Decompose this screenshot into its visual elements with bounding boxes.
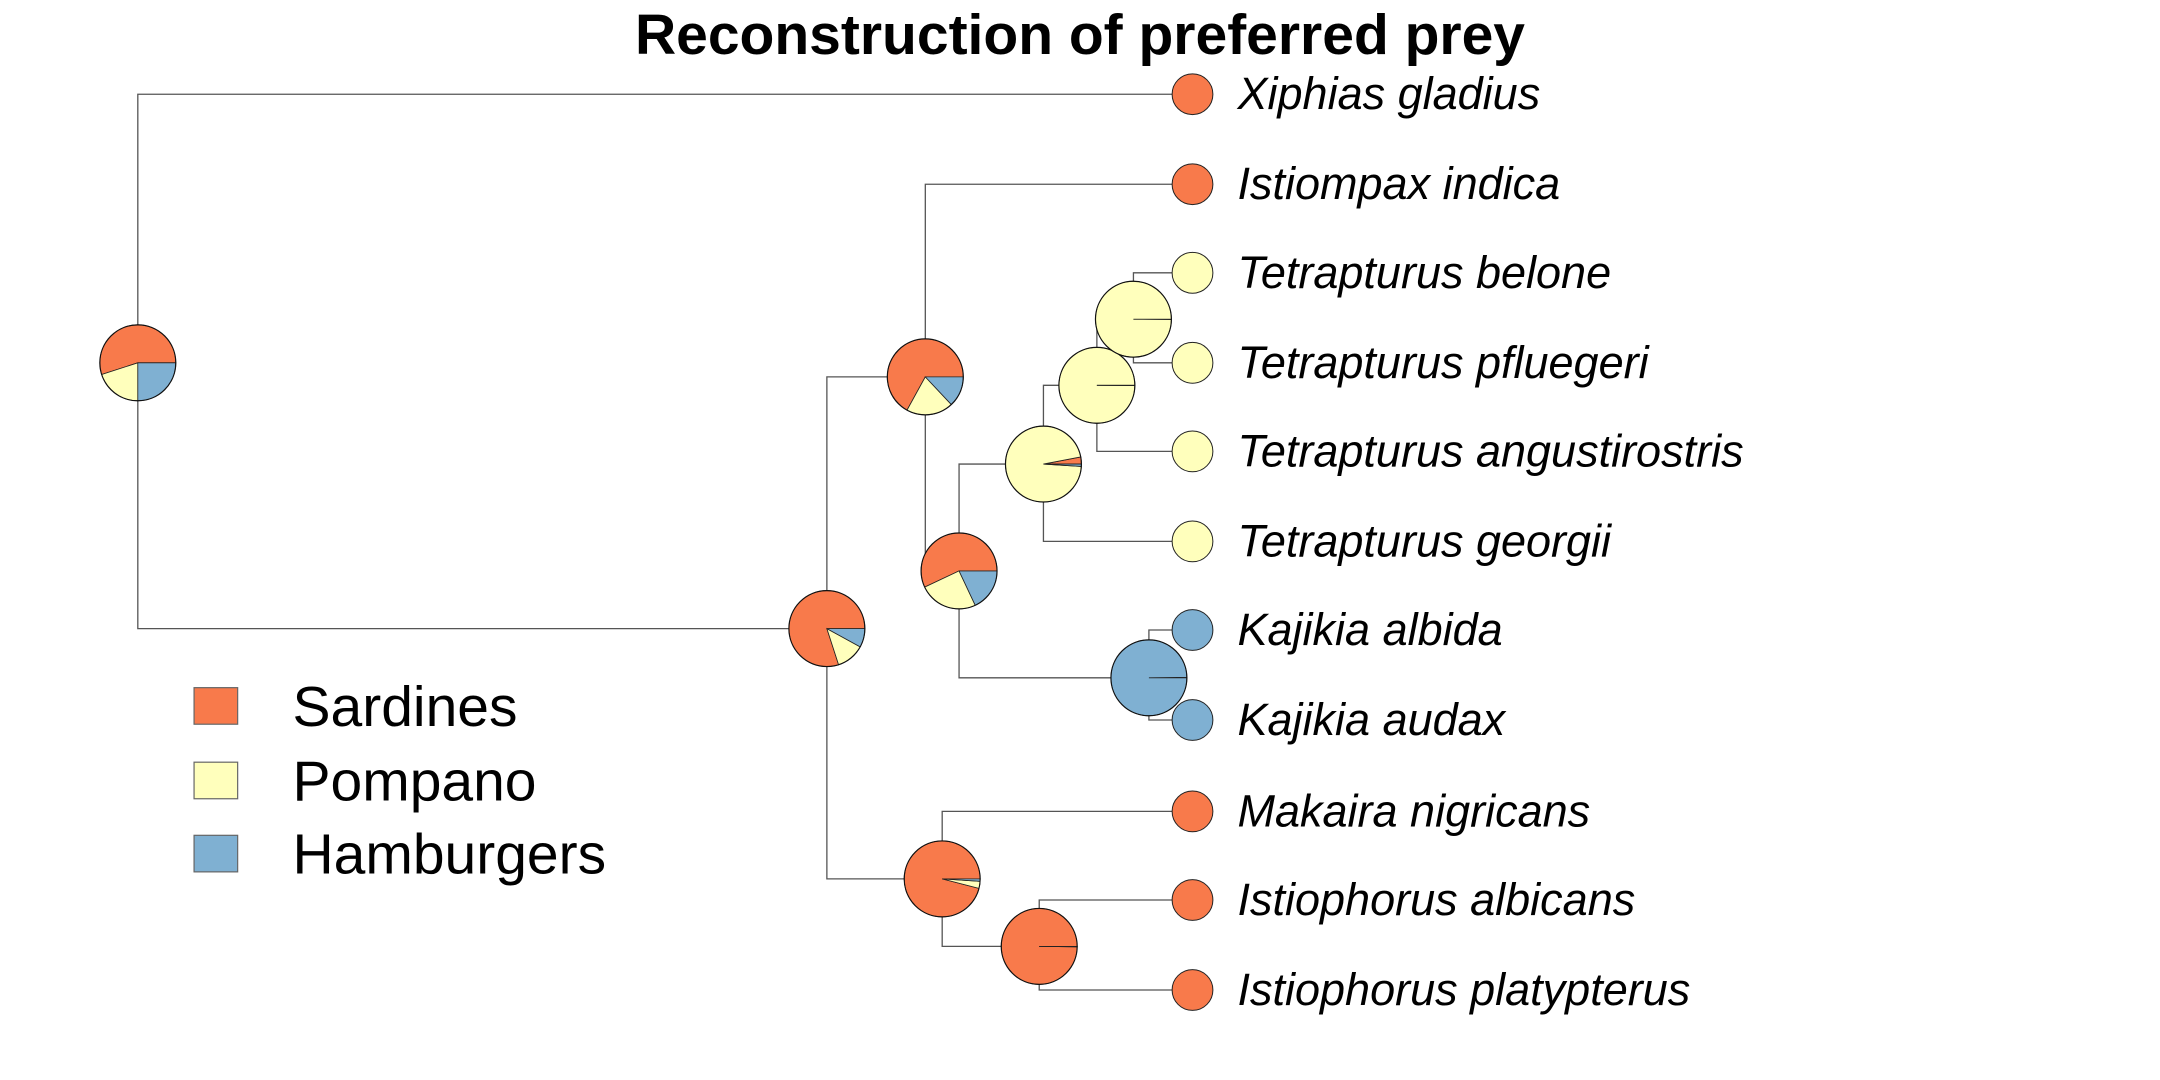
pie-outline [1004,425,1083,503]
pie-outline [903,840,981,918]
pie-outline [1058,346,1136,424]
node-pie-n_tetra [1004,425,1083,503]
node-pie-n_lower [903,840,981,918]
tip-state-marker [1171,73,1214,116]
node-pie-n_kajikia [1110,639,1188,717]
tip-label: Tetrapturus angustirostris [1238,425,1744,476]
pie-outline [920,532,998,610]
tip-state-marker [1171,790,1214,833]
tip-label: Tetrapturus belone [1238,247,1612,298]
pie-outline [886,338,964,416]
tip-state-marker [1171,699,1214,741]
tip-label: Xiphias gladius [1237,68,1541,119]
tree-branch [941,810,1193,879]
legend: Sardines Pompano Hamburgers [193,675,607,887]
legend-label: Hamburgers [293,823,607,887]
pie-outline [1094,280,1173,358]
tip-state-marker [1171,879,1214,921]
pie-outline [99,324,177,402]
legend-label: Sardines [293,675,518,739]
node-pie-root [99,324,177,402]
legend-label: Pompano [293,749,537,813]
tip-label: Istiophorus albicans [1238,874,1636,925]
tree-branch [826,628,943,880]
tip-state-marker [1171,430,1214,473]
tip-label: Kajikia audax [1238,694,1507,745]
tip-state-marker [1171,163,1214,206]
tip-label: Istiompax indica [1238,158,1561,209]
node-pie-n_upper [886,338,964,416]
tip-labels: Xiphias gladius Istiompax indica Tetraptur… [1237,68,1744,1015]
node-pie-n_tetra_inner [1058,346,1136,424]
node-pie-n_belone_pfluegeri [1094,280,1173,358]
tip-state-marker [1171,341,1214,384]
tip-state-marker [1171,969,1214,1011]
node-pie-n_tetra_kaj [920,532,998,610]
tip-label: Istiophorus platypterus [1238,964,1691,1015]
tip-label: Tetrapturus georgii [1238,515,1614,566]
pie-outline [1000,907,1078,985]
legend-swatch-pompano [193,761,239,800]
tree-branch [924,183,1193,377]
legend-swatch-sardines [193,687,239,725]
legend-swatch-hamburgers [193,834,239,873]
tip-state-marker [1171,520,1214,563]
tree-branch [137,362,827,630]
pie-outline [1110,639,1188,717]
pie-outline [788,590,866,668]
tip-markers [1171,73,1214,1011]
ancestral-state-pies [99,280,1188,985]
tip-label: Makaira nigricans [1238,785,1591,836]
figure-title: Reconstruction of preferred prey [634,3,1525,67]
tip-state-marker [1171,251,1214,294]
tree-branch [137,93,1193,363]
tree-branch [826,376,926,629]
tip-label: Tetrapturus pfluegeri [1238,337,1651,388]
tip-state-marker [1171,609,1214,651]
tip-label: Kajikia albida [1238,604,1503,655]
node-pie-n_istiophorus [1000,907,1078,985]
node-pie-n_istiophoridae [788,590,866,668]
